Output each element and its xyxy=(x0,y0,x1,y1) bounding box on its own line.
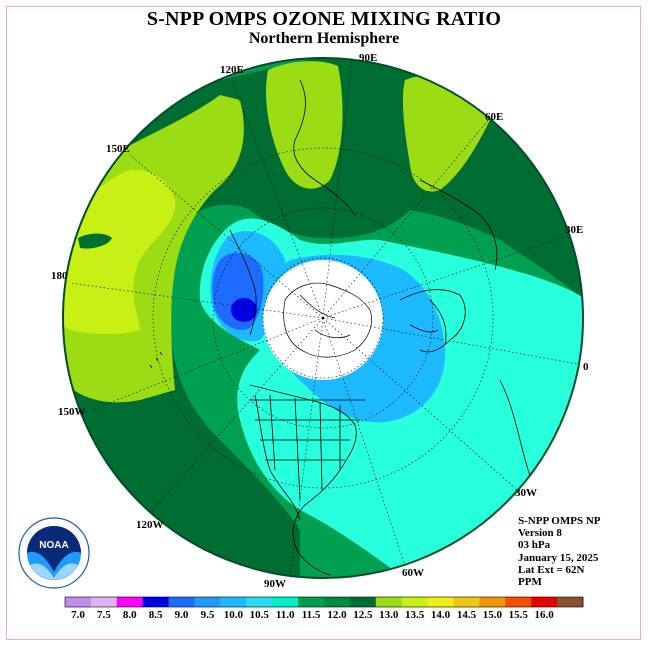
colorbar-label: 8.0 xyxy=(123,609,137,621)
colorbar-label: 13.5 xyxy=(405,609,425,621)
colorbar-label: 10.5 xyxy=(250,609,270,621)
colorbar-label: 9.5 xyxy=(201,609,215,621)
colorbar-swatch xyxy=(298,597,325,607)
colorbar-label: 12.0 xyxy=(327,609,347,621)
lon-label-90e: 90E xyxy=(359,52,377,64)
info-instrument: S-NPP OMPS NP xyxy=(518,515,601,527)
colorbar-swatch xyxy=(479,597,506,607)
lon-label-150w: 150W xyxy=(58,406,86,418)
noaa-logo: NOAA xyxy=(18,517,90,589)
lon-label-150e: 150E xyxy=(106,143,130,155)
colorbar-swatch xyxy=(427,597,454,607)
colorbar: 7.0 7.5 8.0 8.5 9.0 9.5 10.0 10.5 11.0 11.5 12.0 12… xyxy=(64,596,584,621)
noaa-logo-text: NOAA xyxy=(39,540,68,551)
figure-frame xyxy=(6,6,641,640)
colorbar-swatch xyxy=(324,597,351,607)
ozone-region-dark-patch xyxy=(78,233,112,249)
colorbar-label: 7.5 xyxy=(97,609,111,621)
coastlines xyxy=(149,79,541,576)
colorbar-swatch xyxy=(142,597,170,607)
info-date: January 15, 2025 xyxy=(518,551,599,564)
colorbar-label: 13.0 xyxy=(379,609,399,621)
colorbar-swatch xyxy=(505,597,532,607)
colorbar-swatch xyxy=(194,597,221,607)
map-border xyxy=(62,57,584,579)
colorbar-swatch xyxy=(349,597,377,607)
lon-label-90w: 90W xyxy=(264,578,286,590)
lon-label-180: 180 xyxy=(51,270,68,282)
colorbar-border xyxy=(64,596,584,608)
colorbar-swatch xyxy=(557,597,584,607)
colorbar-swatch xyxy=(272,597,299,607)
colorbar-swatch xyxy=(168,597,195,607)
colorbar-swatch xyxy=(531,597,558,607)
colorbar-swatch xyxy=(220,597,247,607)
colorbar-label: 7.0 xyxy=(71,609,85,621)
colorbar-label: 11.0 xyxy=(276,609,295,621)
info-panel: S-NPP OMPS NP Version 8 03 hPa January 1… xyxy=(518,515,601,588)
colorbar-label: 14.0 xyxy=(431,609,451,621)
colorbar-swatch xyxy=(116,597,144,607)
polar-coastlines xyxy=(283,282,372,358)
lon-label-120e: 120E xyxy=(220,64,244,76)
colorbar-swatch xyxy=(90,597,118,607)
colorbar-label: 8.5 xyxy=(149,609,163,621)
lon-label-0: 0 xyxy=(583,361,589,373)
polar-no-data-cap xyxy=(263,260,383,380)
colorbar-label: 10.0 xyxy=(224,609,244,621)
colorbar-label: 12.5 xyxy=(353,609,373,621)
lon-label-30w: 30W xyxy=(515,487,537,499)
ozone-region-light-green-north xyxy=(265,61,343,189)
colorbar-swatch xyxy=(246,597,273,607)
colorbar-label: 11.5 xyxy=(302,609,321,621)
colorbar-label: 16.0 xyxy=(535,609,555,621)
info-level: 03 hPa xyxy=(518,539,551,552)
ozone-region-dark-blue xyxy=(231,298,257,322)
ozone-region-light-green-east xyxy=(402,75,490,192)
map-title: S-NPP OMPS OZONE MIXING RATIO xyxy=(146,8,502,30)
colorbar-label: 15.5 xyxy=(509,609,529,621)
info-lat-ext: Lat Ext = 62N xyxy=(518,563,585,576)
lon-label-120w: 120W xyxy=(136,519,164,531)
colorbar-label: 9.0 xyxy=(175,609,189,621)
lon-label-30e: 30E xyxy=(565,224,583,236)
colorbar-swatch xyxy=(375,597,403,607)
colorbar-swatch xyxy=(65,597,92,607)
colorbar-swatch xyxy=(453,597,480,607)
info-units: PPM xyxy=(518,576,542,589)
info-version: Version 8 xyxy=(518,527,562,540)
ozone-field xyxy=(63,58,583,578)
map-subtitle: Northern Hemisphere xyxy=(248,30,400,47)
colorbar-swatch xyxy=(401,597,429,607)
graticule xyxy=(69,59,584,579)
lon-label-60e: 60E xyxy=(485,111,503,123)
colorbar-label: 14.5 xyxy=(457,609,477,621)
lon-label-60w: 60W xyxy=(402,567,424,579)
colorbar-label: 15.0 xyxy=(483,609,503,621)
